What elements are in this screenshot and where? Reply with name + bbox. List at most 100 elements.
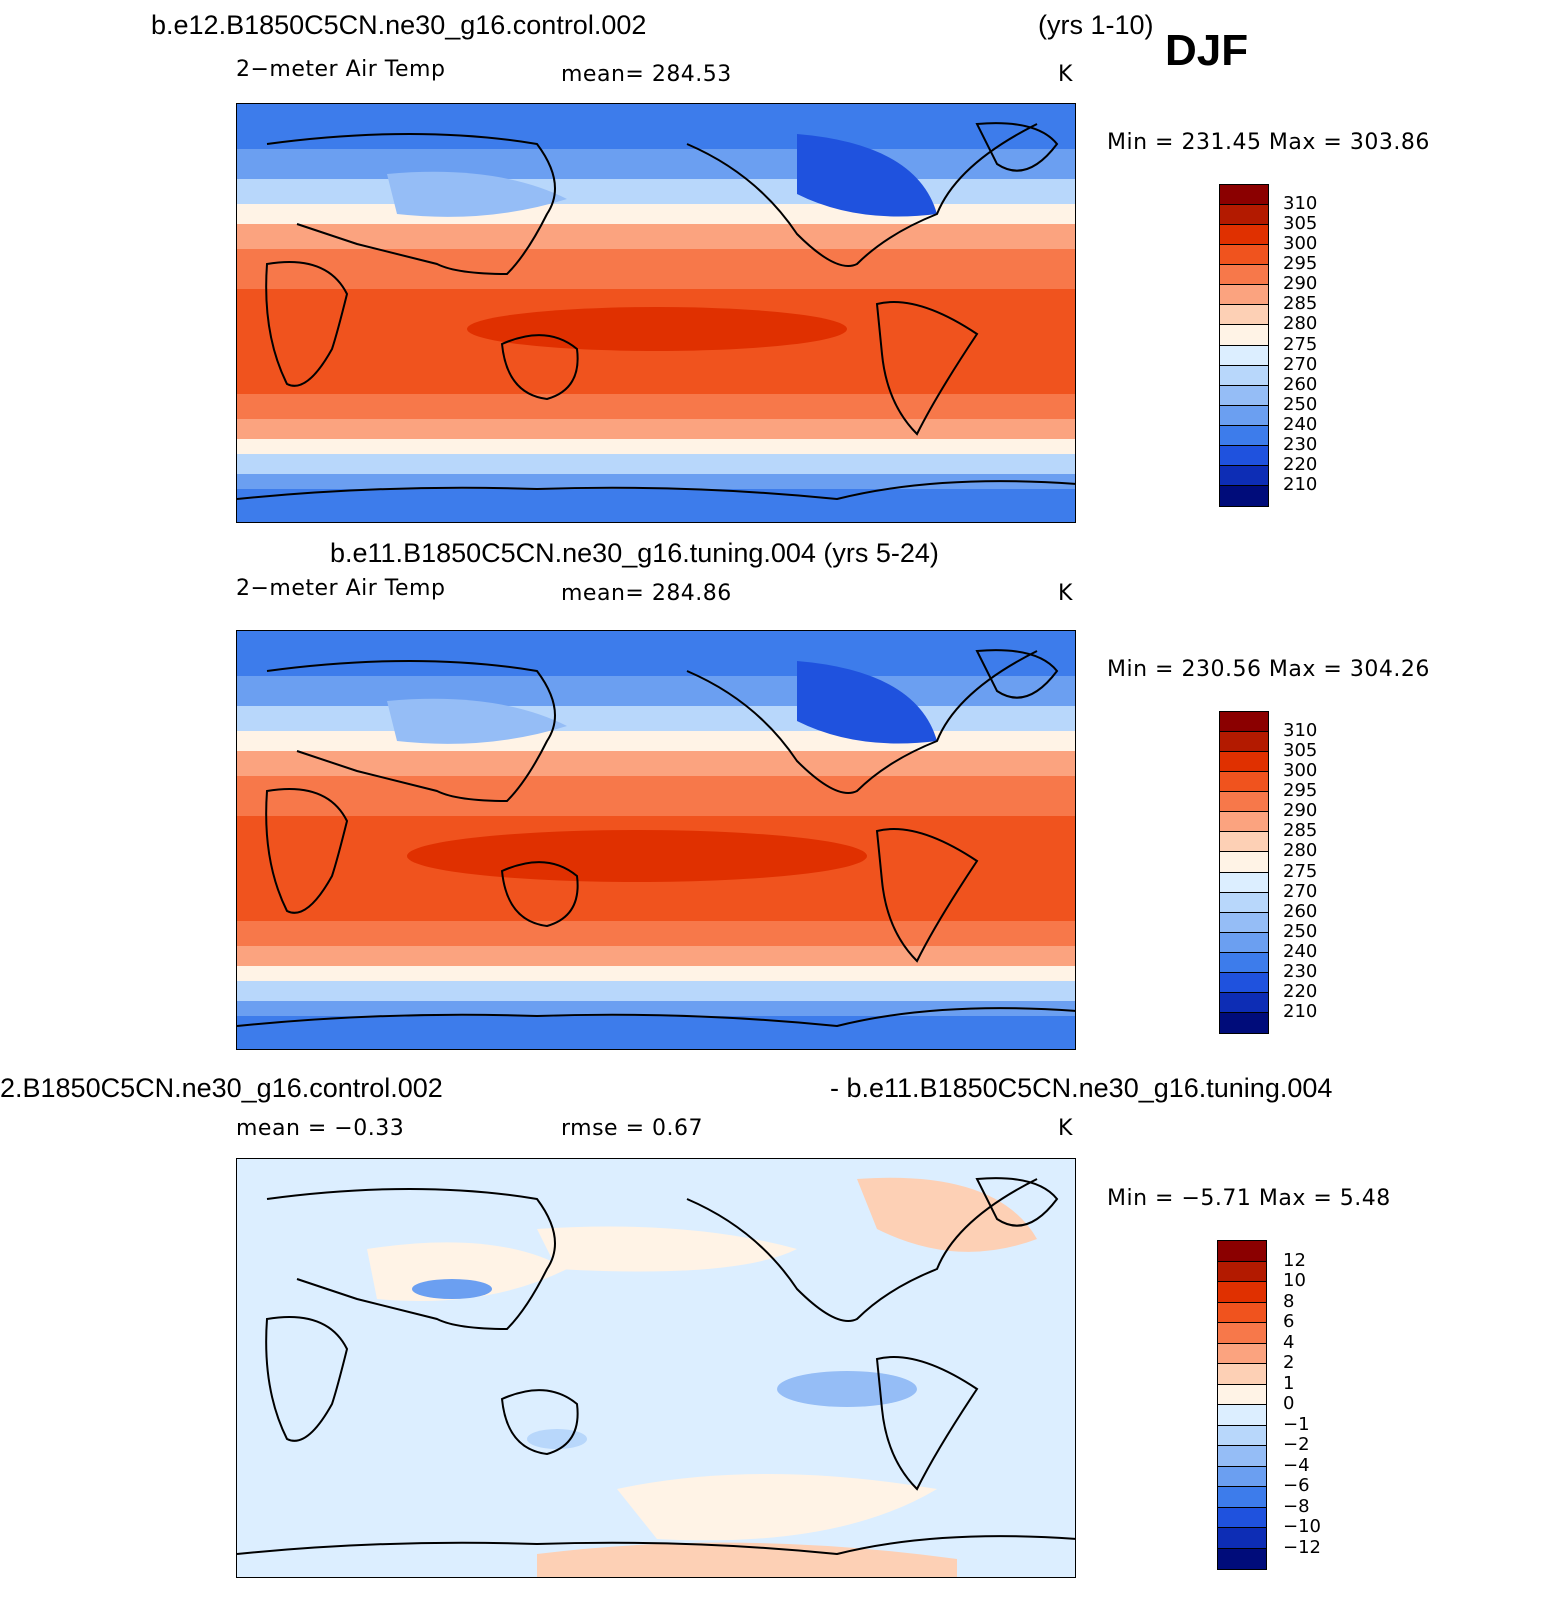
colorbar-label: 285 — [1283, 293, 1318, 315]
antarctica-coast — [237, 1007, 1075, 1028]
panel1-variable: 2−meter Air Temp — [236, 57, 446, 82]
colorbar-label: 220 — [1283, 980, 1318, 1002]
band-warm-s — [237, 921, 1075, 946]
panel3-colorbar — [1217, 1240, 1267, 1570]
panel3-title-right: - b.e11.B1850C5CN.ne30_g16.tuning.004 — [830, 1073, 1333, 1103]
colorbar-label: 210 — [1283, 1000, 1318, 1022]
canada-cold — [797, 661, 937, 744]
colorbar-label: 210 — [1283, 473, 1318, 495]
colorbar-label: 305 — [1283, 740, 1318, 762]
colorbar-label: −2 — [1283, 1434, 1310, 1455]
band-subpolar-n — [237, 149, 1075, 179]
colorbar-swatch — [1220, 972, 1268, 993]
band-mild-s — [237, 419, 1075, 439]
colorbar-swatch — [1218, 1446, 1266, 1467]
asia-coast — [266, 660, 556, 803]
colorbar-label: −12 — [1283, 1536, 1321, 1558]
colorbar-label: 0 — [1283, 1393, 1295, 1414]
band-polar-n — [237, 631, 1075, 676]
colorbar-label: 4 — [1283, 1331, 1295, 1353]
south-america-coast — [875, 1356, 979, 1491]
colorbar-swatch — [1220, 305, 1268, 326]
colorbar-label: 310 — [1283, 193, 1318, 215]
africa-coast — [265, 1316, 349, 1442]
colorbar-swatch — [1218, 1343, 1266, 1364]
colorbar-swatch — [1218, 1302, 1266, 1323]
colorbar-swatch — [1220, 225, 1268, 246]
colorbar-swatch — [1220, 832, 1268, 853]
greenland-coast — [975, 649, 1059, 699]
antarctica-coast — [237, 1535, 1075, 1556]
diff-warm-pacific-n — [537, 1226, 797, 1272]
colorbar-label: 270 — [1283, 353, 1318, 375]
colorbar-swatch — [1218, 1261, 1266, 1282]
africa-coast — [265, 261, 349, 387]
colorbar-swatch — [1220, 1012, 1268, 1033]
panel1-map — [236, 103, 1076, 523]
colorbar-swatch — [1218, 1364, 1266, 1385]
colorbar-label: 6 — [1283, 1311, 1295, 1332]
asia-coast — [266, 1188, 556, 1331]
colorbar-label: −8 — [1283, 1495, 1310, 1517]
band-warm-n — [237, 249, 1075, 289]
colorbar-label: 2 — [1283, 1352, 1295, 1373]
siberia-cold — [387, 171, 567, 217]
australia-coast — [500, 1389, 579, 1456]
band-polar-n — [237, 104, 1075, 149]
colorbar-swatch — [1220, 752, 1268, 773]
band-cool-s — [237, 966, 1075, 981]
colorbar-swatch — [1220, 932, 1268, 953]
band-subpolar-s — [237, 1001, 1075, 1016]
panel1-minmax: Min = 231.45 Max = 303.86 — [1107, 130, 1430, 155]
colorbar-swatch — [1220, 205, 1268, 226]
colorbar-swatch — [1220, 732, 1268, 753]
coastlines — [237, 122, 1075, 501]
coastlines — [237, 1177, 1075, 1556]
colorbar-label: 280 — [1283, 313, 1318, 335]
colorbar-swatch — [1220, 712, 1268, 733]
panel1-units: K — [1058, 62, 1073, 87]
colorbar-label: 295 — [1283, 780, 1318, 802]
colorbar-swatch — [1220, 425, 1268, 446]
panel2-mean: mean= 284.86 — [561, 581, 732, 606]
colorbar-swatch — [1220, 465, 1268, 486]
panel1-mean: mean= 284.53 — [561, 62, 732, 87]
band-mild-n — [237, 751, 1075, 776]
colorbar-label: 250 — [1283, 920, 1318, 942]
colorbar-swatch — [1220, 812, 1268, 833]
band-mild-n — [237, 224, 1075, 249]
colorbar-label: −10 — [1283, 1516, 1321, 1537]
colorbar-swatch — [1220, 325, 1268, 346]
panel2-minmax: Min = 230.56 Max = 304.26 — [1107, 657, 1430, 682]
colorbar-swatch — [1220, 265, 1268, 286]
colorbar-swatch — [1220, 912, 1268, 933]
band-cold-n — [237, 706, 1075, 731]
colorbar-label: 305 — [1283, 213, 1318, 235]
diff-warm-south — [617, 1474, 937, 1541]
south-america-coast — [875, 301, 979, 436]
colorbar-label: −6 — [1283, 1475, 1310, 1496]
colorbar-label: 295 — [1283, 253, 1318, 275]
africa-coast — [265, 788, 349, 914]
colorbar-label: 300 — [1283, 233, 1318, 255]
colorbar-label: 275 — [1283, 333, 1318, 355]
colorbar-swatch — [1220, 792, 1268, 813]
greenland-coast — [975, 122, 1059, 172]
band-subpolar-s — [237, 474, 1075, 489]
diff-cold-pacific-e — [777, 1371, 917, 1407]
colorbar-label: 240 — [1283, 940, 1318, 962]
north-america-coast — [686, 1178, 1038, 1322]
warm-pool — [467, 307, 847, 351]
colorbar-label: 10 — [1283, 1270, 1306, 1291]
coastlines — [237, 649, 1075, 1028]
panel3-units: K — [1058, 1116, 1073, 1141]
colorbar-label: 260 — [1283, 900, 1318, 922]
colorbar-swatch — [1218, 1241, 1266, 1262]
colorbar-swatch — [1220, 445, 1268, 466]
colorbar-swatch — [1220, 365, 1268, 386]
band-warm-n — [237, 776, 1075, 816]
antarctica-coast — [237, 480, 1075, 501]
colorbar-label: −4 — [1283, 1454, 1310, 1476]
panel2-title: b.e11.B1850C5CN.ne30_g16.tuning.004 (yrs… — [330, 538, 939, 568]
season-label: DJF — [1165, 26, 1249, 75]
